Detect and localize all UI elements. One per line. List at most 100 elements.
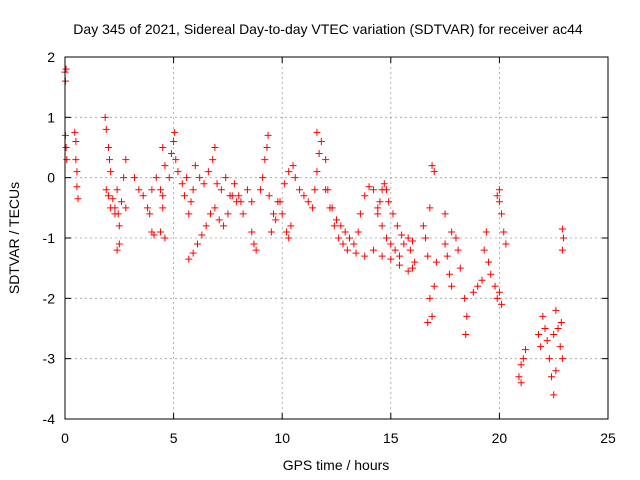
- data-point: [387, 255, 395, 263]
- data-point: [432, 258, 440, 266]
- data-point: [482, 228, 490, 236]
- y-tick-label: -3: [43, 351, 56, 367]
- data-point: [73, 168, 81, 176]
- data-point: [202, 222, 210, 230]
- data-point: [515, 373, 523, 381]
- data-point: [261, 156, 269, 164]
- data-point: [500, 228, 508, 236]
- data-point: [374, 210, 382, 218]
- x-tick-label: 15: [383, 430, 399, 446]
- data-point: [343, 246, 351, 254]
- data-point: [187, 198, 195, 206]
- data-point: [317, 137, 325, 145]
- data-point: [150, 231, 158, 239]
- x-tick-label: 10: [274, 430, 290, 446]
- data-point: [322, 156, 330, 164]
- data-point: [285, 234, 293, 242]
- data-point: [304, 198, 312, 206]
- data-point: [161, 162, 169, 170]
- data-point: [452, 234, 460, 242]
- data-point: [289, 162, 297, 170]
- data-point: [198, 231, 206, 239]
- data-point: [204, 168, 212, 176]
- data-point: [165, 174, 173, 182]
- data-point: [369, 186, 377, 194]
- data-point: [361, 252, 369, 260]
- data-point: [122, 156, 130, 164]
- data-point: [185, 255, 193, 263]
- data-point: [558, 355, 566, 363]
- data-point: [159, 144, 167, 151]
- data-point: [311, 186, 319, 194]
- data-point: [111, 210, 119, 218]
- data-point: [461, 294, 469, 302]
- data-point: [550, 331, 558, 339]
- data-point: [102, 186, 110, 194]
- data-point: [209, 156, 217, 164]
- x-tick-label: 0: [61, 430, 69, 446]
- data-point: [239, 210, 247, 218]
- data-points: [61, 65, 567, 399]
- data-point: [361, 192, 369, 200]
- data-point: [243, 186, 251, 194]
- chart-title: Day 345 of 2021, Sidereal Day-to-day VTE…: [73, 21, 583, 37]
- data-point: [441, 240, 449, 248]
- data-point: [104, 144, 112, 151]
- data-point: [352, 249, 360, 257]
- data-point: [341, 228, 349, 236]
- data-point: [248, 228, 256, 236]
- data-point: [283, 228, 291, 236]
- data-point: [157, 186, 165, 194]
- data-point: [395, 252, 403, 260]
- data-point: [270, 210, 278, 218]
- data-point: [107, 168, 115, 176]
- data-point: [374, 204, 382, 212]
- data-point: [117, 198, 125, 206]
- data-point: [339, 240, 347, 248]
- data-point: [200, 180, 208, 188]
- data-point: [120, 174, 128, 182]
- data-point: [428, 312, 436, 320]
- data-point: [550, 391, 558, 399]
- data-point: [557, 318, 565, 326]
- y-axis-label: SDTVAR / TECUs: [6, 182, 22, 294]
- data-point: [356, 210, 364, 218]
- data-point: [104, 192, 112, 200]
- data-point: [230, 180, 238, 188]
- data-point: [322, 186, 330, 194]
- data-point: [170, 137, 178, 145]
- data-point: [250, 240, 258, 248]
- data-point: [376, 198, 384, 206]
- data-point: [220, 222, 228, 230]
- y-tick-label: 0: [47, 170, 55, 186]
- data-point: [167, 150, 175, 158]
- data-point: [217, 186, 225, 194]
- data-point: [493, 294, 501, 302]
- data-point: [313, 128, 321, 136]
- x-tick-label: 20: [492, 430, 508, 446]
- data-point: [256, 186, 264, 194]
- data-point: [131, 174, 139, 182]
- data-point: [430, 282, 438, 290]
- data-point: [330, 222, 338, 230]
- data-point: [558, 246, 566, 254]
- data-point: [350, 240, 358, 248]
- data-point: [422, 234, 430, 242]
- data-point: [445, 270, 453, 278]
- x-axis-label: GPS time / hours: [283, 457, 390, 473]
- data-point: [207, 210, 215, 218]
- data-point: [62, 144, 70, 151]
- data-point: [259, 174, 267, 182]
- data-point: [222, 174, 230, 182]
- data-point: [400, 240, 408, 248]
- data-point: [424, 318, 432, 326]
- data-point: [73, 183, 81, 191]
- data-point: [491, 282, 499, 290]
- x-tick-label: 5: [170, 430, 178, 446]
- data-point: [72, 137, 80, 145]
- data-point: [430, 168, 438, 176]
- data-point: [161, 234, 169, 242]
- data-point: [559, 234, 567, 242]
- data-point: [411, 258, 419, 266]
